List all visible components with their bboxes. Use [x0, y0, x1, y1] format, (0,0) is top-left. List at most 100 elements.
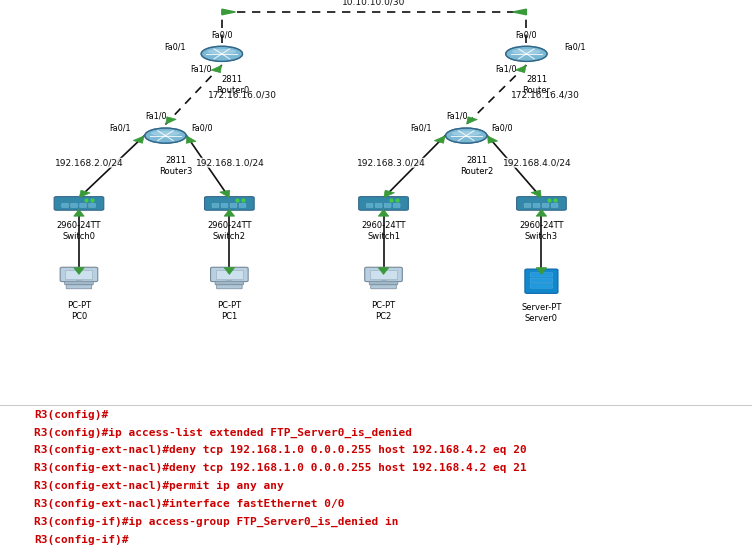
Text: Fa0/1: Fa0/1	[110, 124, 131, 133]
Polygon shape	[186, 136, 196, 143]
FancyBboxPatch shape	[211, 267, 248, 281]
FancyBboxPatch shape	[371, 285, 396, 289]
Polygon shape	[224, 268, 235, 274]
Polygon shape	[384, 190, 395, 197]
FancyBboxPatch shape	[525, 269, 558, 294]
FancyBboxPatch shape	[65, 281, 93, 285]
Ellipse shape	[512, 49, 541, 54]
Text: Fa0/1: Fa0/1	[565, 42, 586, 51]
FancyBboxPatch shape	[365, 267, 402, 281]
Text: Fa0/0: Fa0/0	[191, 124, 212, 133]
Polygon shape	[74, 268, 84, 274]
Text: 192.168.3.0/24: 192.168.3.0/24	[357, 158, 426, 167]
FancyBboxPatch shape	[366, 203, 373, 207]
FancyBboxPatch shape	[65, 270, 92, 279]
Text: 2811
Router.: 2811 Router.	[522, 75, 552, 95]
Text: Fa1/0: Fa1/0	[447, 112, 468, 121]
FancyBboxPatch shape	[80, 203, 86, 207]
FancyBboxPatch shape	[530, 273, 553, 277]
Text: R3(config)#ip access-list extended FTP_Server0_is_denied: R3(config)#ip access-list extended FTP_S…	[34, 428, 412, 438]
Text: R3(config-ext-nacl)#deny tcp 192.168.1.0 0.0.0.255 host 192.168.4.2 eq 20: R3(config-ext-nacl)#deny tcp 192.168.1.0…	[34, 445, 526, 455]
FancyBboxPatch shape	[375, 203, 382, 207]
Ellipse shape	[201, 47, 242, 61]
Polygon shape	[133, 136, 144, 143]
Text: Fa1/0: Fa1/0	[190, 65, 212, 74]
Ellipse shape	[144, 128, 186, 143]
Polygon shape	[79, 190, 90, 197]
FancyBboxPatch shape	[66, 285, 92, 289]
Text: 192.168.1.0/24: 192.168.1.0/24	[196, 158, 265, 167]
Ellipse shape	[151, 131, 180, 136]
Ellipse shape	[208, 49, 236, 54]
Text: PC-PT
PC1: PC-PT PC1	[217, 301, 241, 321]
Text: Fa1/0: Fa1/0	[495, 65, 517, 74]
FancyBboxPatch shape	[384, 203, 391, 207]
Text: 10.10.10.0/30: 10.10.10.0/30	[342, 0, 406, 7]
Polygon shape	[466, 117, 478, 124]
Polygon shape	[531, 190, 541, 197]
FancyBboxPatch shape	[517, 197, 566, 210]
Text: R3(config-ext-nacl)#permit ip any any: R3(config-ext-nacl)#permit ip any any	[34, 481, 284, 491]
Text: 192.168.2.0/24: 192.168.2.0/24	[55, 158, 123, 167]
Text: Fa0/1: Fa0/1	[411, 124, 432, 133]
Polygon shape	[536, 268, 547, 274]
Text: 172.16.16.4/30: 172.16.16.4/30	[511, 90, 580, 99]
FancyBboxPatch shape	[230, 203, 237, 207]
Polygon shape	[211, 65, 222, 73]
Text: 192.168.4.0/24: 192.168.4.0/24	[502, 158, 572, 167]
Text: 2811
Router2: 2811 Router2	[460, 156, 493, 177]
Polygon shape	[513, 9, 526, 15]
FancyBboxPatch shape	[216, 270, 243, 279]
Bar	[76, 280, 82, 282]
Text: PC-PT
PC0: PC-PT PC0	[67, 301, 91, 321]
FancyBboxPatch shape	[54, 197, 104, 210]
Polygon shape	[487, 136, 498, 143]
Text: PC-PT
PC2: PC-PT PC2	[371, 301, 396, 321]
Text: 2811
Router3: 2811 Router3	[159, 156, 193, 177]
Text: 2960-24TT
Switch3: 2960-24TT Switch3	[519, 221, 564, 241]
Polygon shape	[222, 9, 235, 15]
FancyBboxPatch shape	[369, 281, 398, 285]
FancyBboxPatch shape	[221, 203, 228, 207]
Ellipse shape	[452, 131, 481, 136]
Polygon shape	[220, 190, 229, 197]
Polygon shape	[224, 209, 235, 216]
Polygon shape	[74, 209, 84, 216]
FancyBboxPatch shape	[370, 270, 397, 279]
Ellipse shape	[445, 128, 487, 143]
Text: Server-PT
Server0: Server-PT Server0	[521, 303, 562, 323]
FancyBboxPatch shape	[551, 203, 558, 207]
Text: 2811
Router0: 2811 Router0	[216, 75, 249, 95]
FancyBboxPatch shape	[393, 203, 400, 207]
Text: R3(config-if)#ip access-group FTP_Server0_is_denied in: R3(config-if)#ip access-group FTP_Server…	[34, 517, 399, 527]
Polygon shape	[536, 209, 547, 216]
FancyBboxPatch shape	[542, 203, 549, 207]
Text: 2960-24TT
Switch2: 2960-24TT Switch2	[207, 221, 252, 241]
Text: Fa0/0: Fa0/0	[211, 30, 232, 39]
Polygon shape	[515, 65, 526, 73]
Polygon shape	[378, 268, 389, 274]
FancyBboxPatch shape	[530, 284, 553, 288]
Polygon shape	[165, 117, 176, 124]
FancyBboxPatch shape	[239, 203, 246, 207]
Text: R3(config-ext-nacl)#interface fastEthernet 0/0: R3(config-ext-nacl)#interface fastEthern…	[34, 499, 344, 509]
Text: 2960-24TT
Switch1: 2960-24TT Switch1	[361, 221, 406, 241]
Bar	[381, 280, 387, 282]
FancyBboxPatch shape	[530, 278, 553, 283]
FancyBboxPatch shape	[62, 203, 68, 207]
FancyBboxPatch shape	[217, 285, 242, 289]
FancyBboxPatch shape	[215, 281, 244, 285]
Text: R3(config-if)#: R3(config-if)#	[34, 535, 129, 545]
FancyBboxPatch shape	[212, 203, 219, 207]
Text: 172.16.16.0/30: 172.16.16.0/30	[208, 90, 277, 99]
Text: Fa0/1: Fa0/1	[165, 42, 186, 51]
FancyBboxPatch shape	[359, 197, 408, 210]
FancyBboxPatch shape	[89, 203, 96, 207]
Text: Fa0/0: Fa0/0	[492, 124, 513, 133]
Text: Fa1/0: Fa1/0	[146, 112, 167, 121]
Text: R3(config)#: R3(config)#	[34, 410, 108, 420]
FancyBboxPatch shape	[60, 267, 98, 281]
FancyBboxPatch shape	[71, 203, 77, 207]
Polygon shape	[378, 209, 389, 216]
Bar	[226, 280, 232, 282]
